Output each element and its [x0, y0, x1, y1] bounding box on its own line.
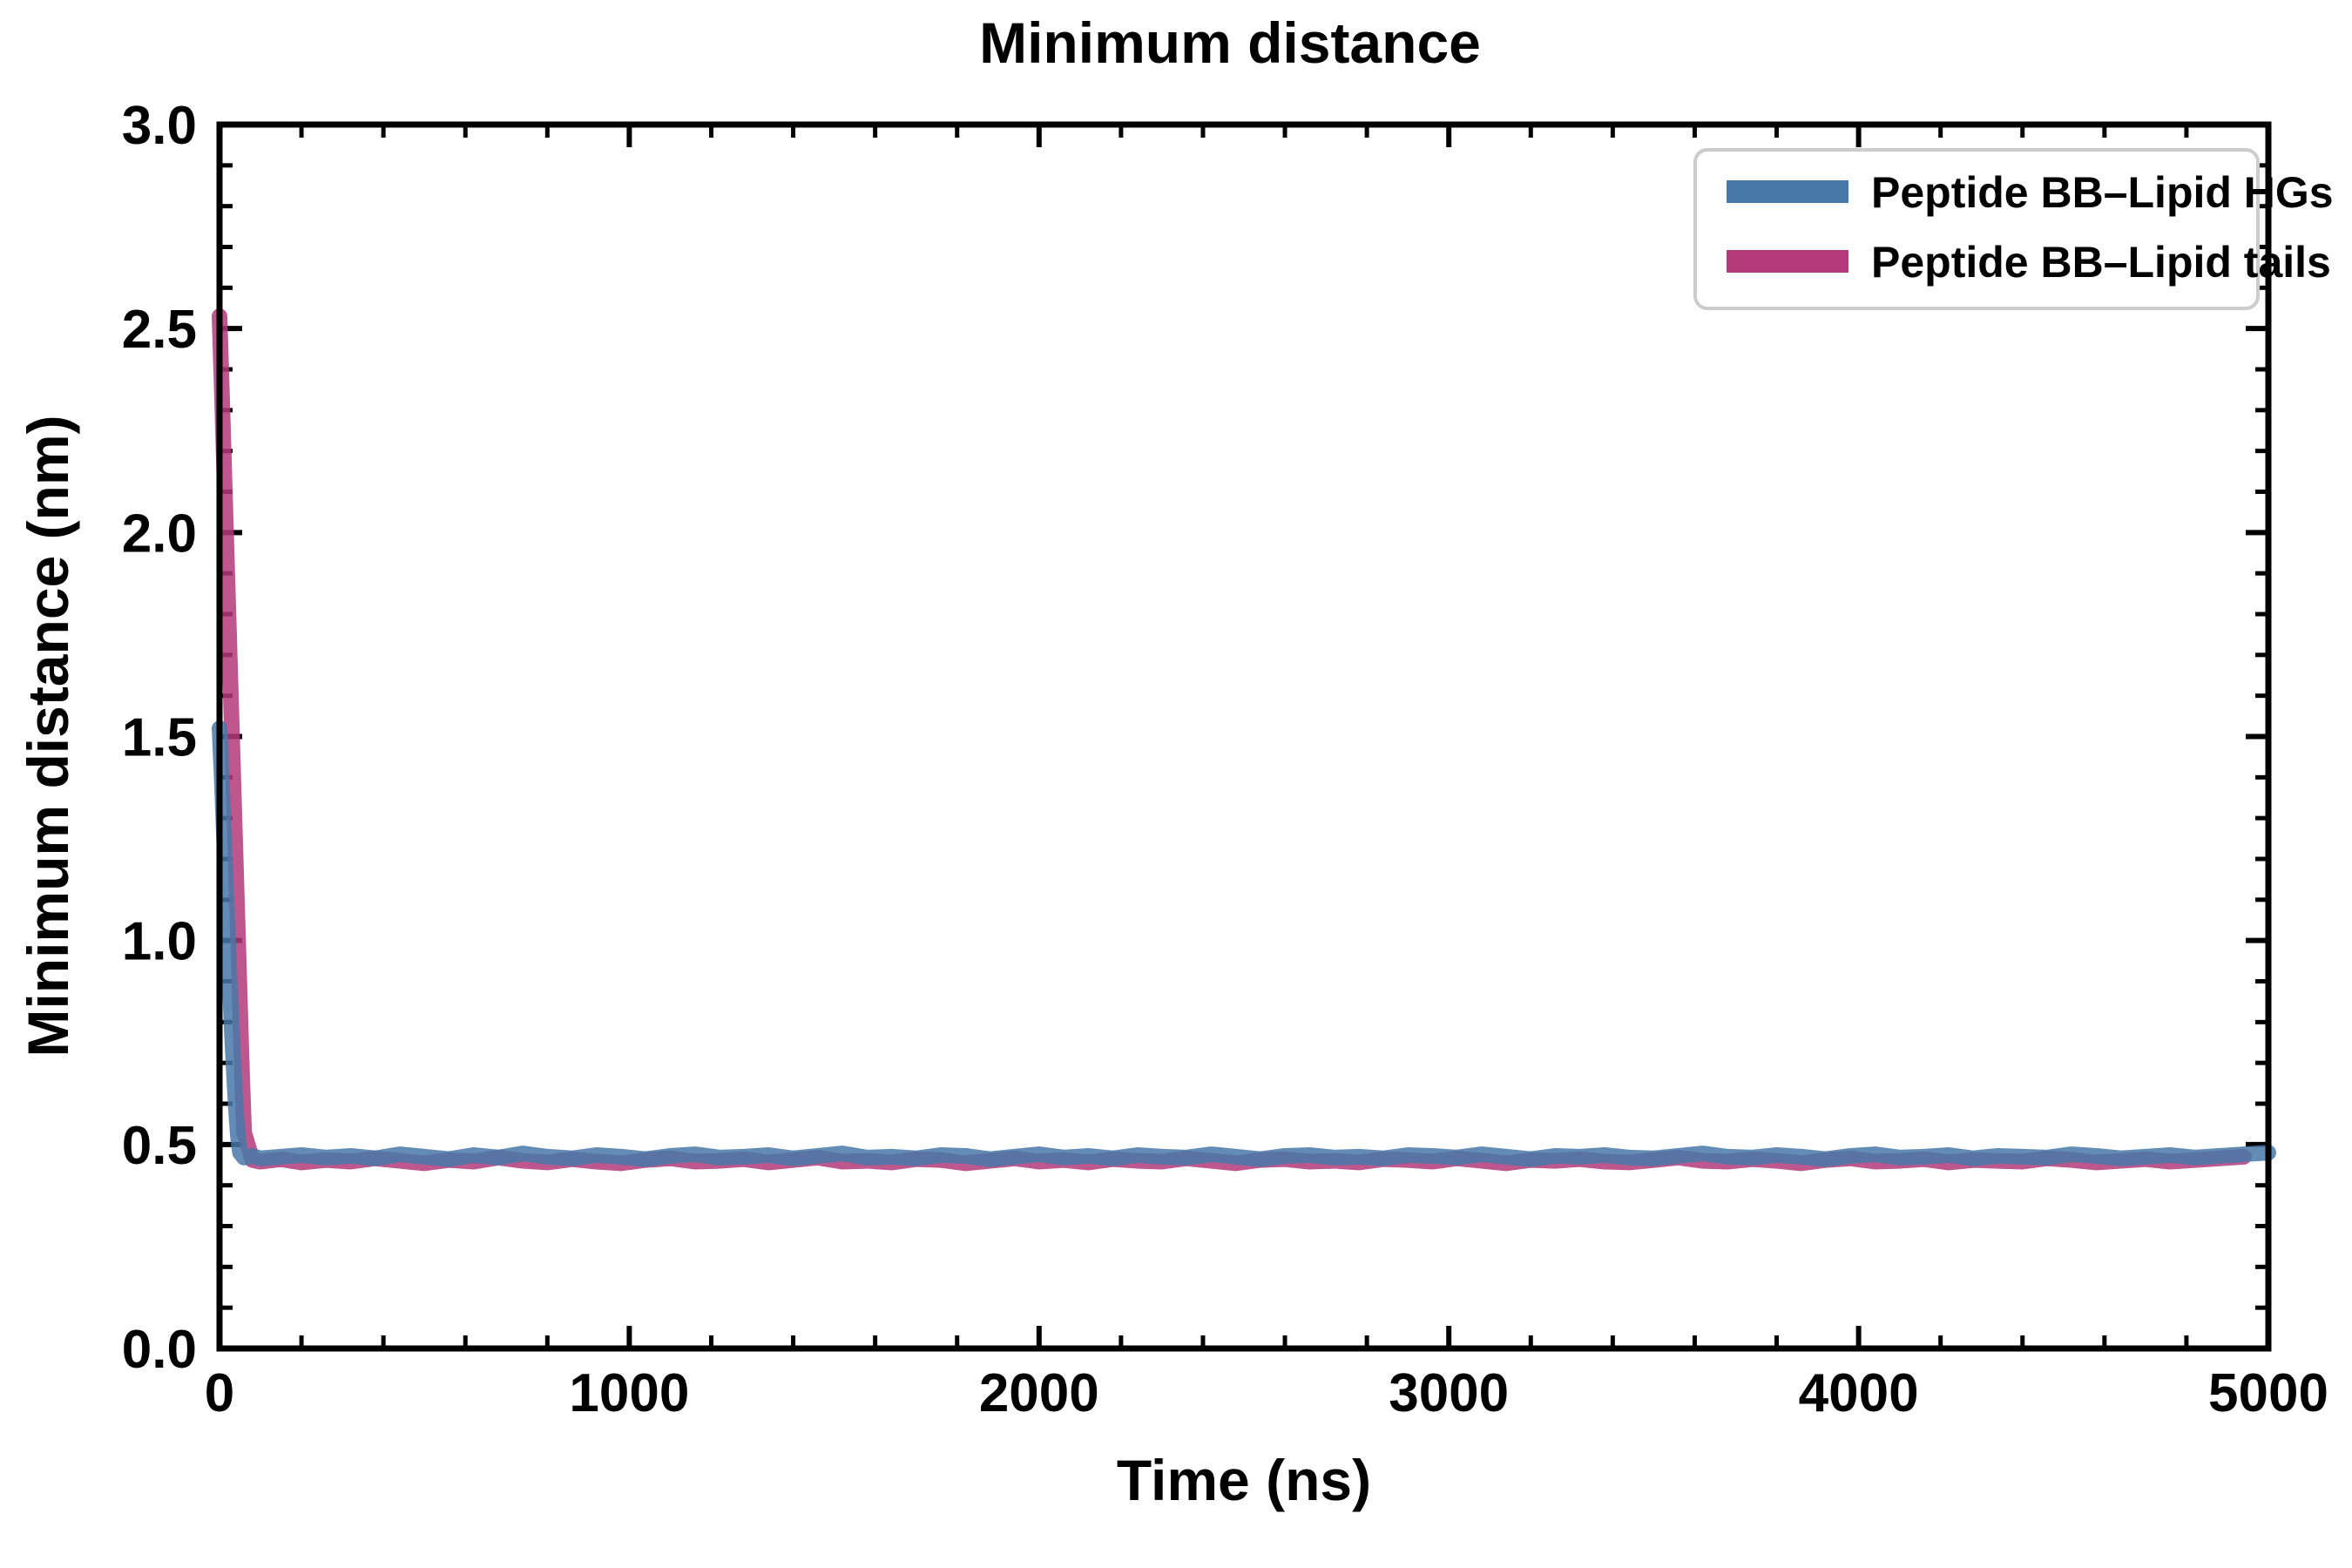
y-tick-label: 3.0 — [122, 96, 197, 156]
x-axis-label: Time (ns) — [1117, 1448, 1371, 1512]
chart-title: Minimum distance — [979, 10, 1481, 75]
y-tick-labels: 0.0 0.5 1.0 1.5 2.0 2.5 3.0 — [122, 96, 197, 1380]
x-tick-label: 5000 — [2208, 1363, 2328, 1423]
x-tick-label: 4000 — [1799, 1363, 1919, 1423]
x-tick-label: 3000 — [1389, 1363, 1509, 1423]
x-tick-label: 0 — [205, 1363, 234, 1423]
x-tick-labels: 0 1000 2000 3000 4000 5000 — [205, 1363, 2328, 1423]
plot-frame — [216, 121, 2272, 1352]
y-tick-label: 0.0 — [122, 1320, 197, 1380]
y-tick-label: 1.0 — [122, 912, 197, 972]
y-tick-label: 2.0 — [122, 504, 197, 564]
legend-label-peptide-bb-lipid-tails: Peptide BB–Lipid tails — [1871, 238, 2331, 287]
series-group — [212, 308, 2276, 1172]
y-tick-label: 0.5 — [122, 1116, 197, 1176]
chart-legend: Peptide BB–Lipid HGs Peptide BB–Lipid ta… — [1693, 148, 2334, 310]
y-tick-label: 2.5 — [122, 300, 197, 360]
series-line-peptide-bb-lipid-hgs — [212, 720, 2276, 1167]
legend-label-peptide-bb-lipid-hgs: Peptide BB–Lipid HGs — [1871, 168, 2334, 217]
y-axis-label: Minimum distance (nm) — [16, 415, 80, 1057]
x-tick-label: 1000 — [569, 1363, 689, 1423]
y-tick-label: 1.5 — [122, 708, 197, 768]
x-tick-label: 2000 — [979, 1363, 1099, 1423]
